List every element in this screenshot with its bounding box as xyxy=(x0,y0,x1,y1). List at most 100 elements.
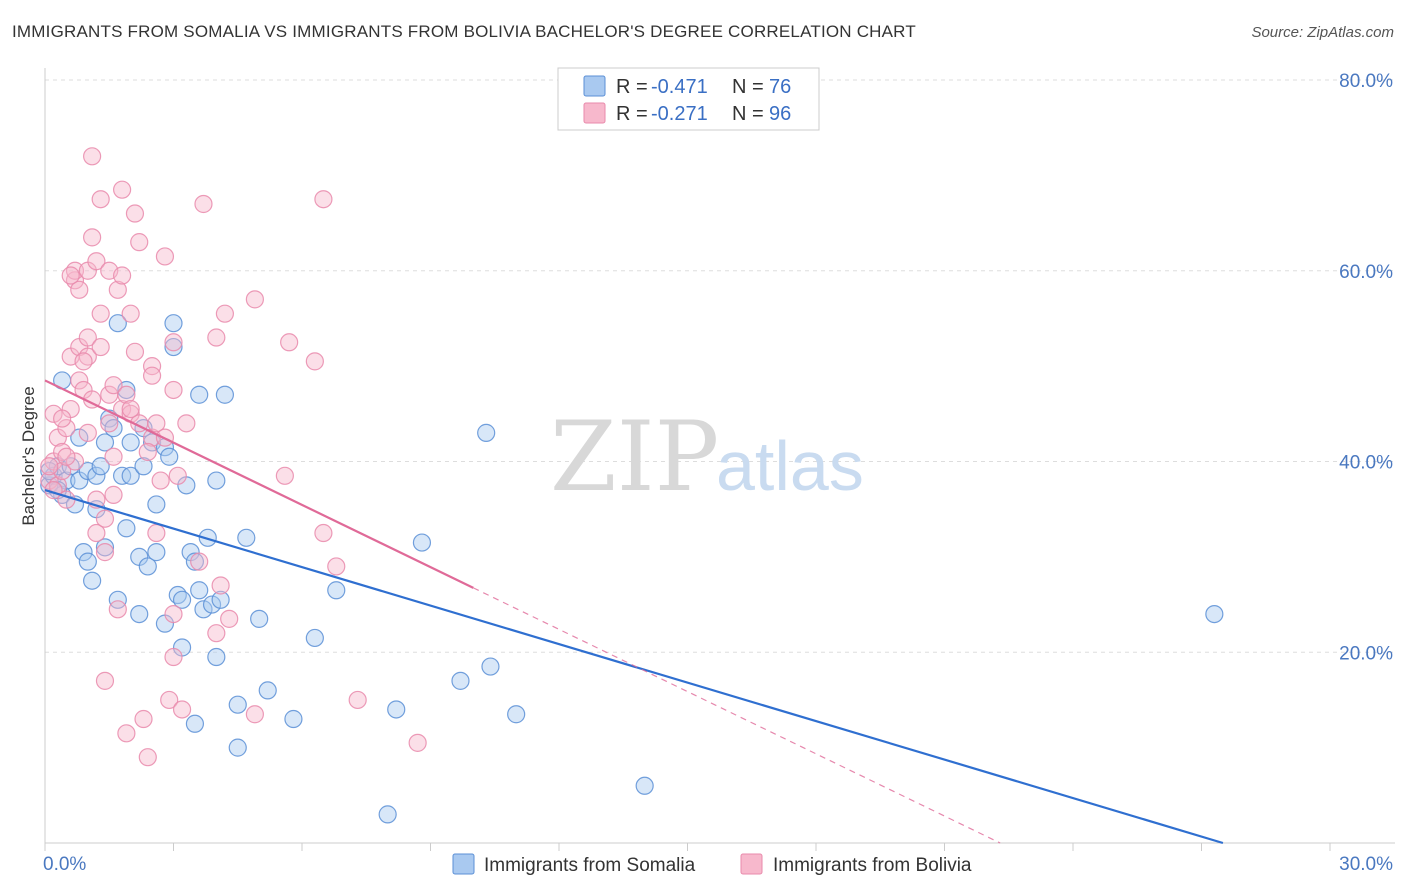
data-point-somalia xyxy=(228,695,247,714)
axis-layer: 0.0% 30.0% xyxy=(43,68,1395,875)
data-point-bolivia xyxy=(65,452,85,471)
data-point-bolivia xyxy=(83,147,102,166)
data-point-bolivia xyxy=(130,233,149,252)
data-point-somalia xyxy=(228,738,247,757)
data-point-bolivia xyxy=(87,523,106,543)
data-point-somalia xyxy=(387,700,406,719)
data-point-bolivia xyxy=(164,380,183,400)
data-point-bolivia xyxy=(121,399,140,419)
data-point-bolivia xyxy=(125,342,145,361)
data-point-bolivia xyxy=(314,190,333,209)
data-point-somalia xyxy=(412,533,432,552)
data-point-bolivia xyxy=(142,357,162,376)
data-point-bolivia xyxy=(57,447,76,466)
data-point-somalia xyxy=(185,714,205,733)
y-axis-label: Bachelor's Degree xyxy=(19,386,38,525)
data-point-somalia xyxy=(121,466,140,485)
data-point-somalia xyxy=(95,433,115,452)
bottom-legend-swatch-somalia xyxy=(452,853,475,875)
data-point-bolivia xyxy=(147,523,166,543)
bottom-legend: Immigrants from Somalia Immigrants from … xyxy=(452,853,972,876)
data-point-somalia xyxy=(91,457,110,476)
data-point-bolivia xyxy=(78,328,97,347)
data-point-somalia xyxy=(147,543,166,562)
y-tick-label: 40.0% xyxy=(1339,453,1393,474)
data-point-somalia xyxy=(138,557,157,576)
data-point-somalia xyxy=(207,471,226,490)
data-point-somalia xyxy=(1205,604,1224,624)
legend-n-label-somalia: N = xyxy=(732,76,764,98)
y-tick-label: 80.0% xyxy=(1339,71,1393,92)
data-point-bolivia xyxy=(108,280,127,299)
data-point-somalia xyxy=(172,590,192,609)
data-point-bolivia xyxy=(125,204,145,223)
data-point-somalia xyxy=(284,709,303,729)
data-point-bolivia xyxy=(112,266,132,285)
data-point-bolivia xyxy=(211,576,230,595)
x-tick-label-min: 0.0% xyxy=(43,854,86,875)
data-point-somalia xyxy=(87,466,106,485)
data-point-somalia xyxy=(185,552,205,571)
data-point-somalia xyxy=(451,671,470,690)
legend-box: R = -0.471 N = 76 R = -0.271 N = 96 xyxy=(557,67,820,131)
data-point-somalia xyxy=(147,495,166,514)
data-point-bolivia xyxy=(207,624,226,643)
bottom-legend-somalia: Immigrants from Somalia xyxy=(484,855,696,876)
trend-line-bolivia xyxy=(44,379,474,589)
data-point-somalia xyxy=(215,385,234,404)
data-point-bolivia xyxy=(408,733,427,752)
trend-layer xyxy=(44,379,1224,845)
data-point-bolivia xyxy=(280,333,299,352)
data-point-somalia xyxy=(78,552,97,571)
points-layer xyxy=(40,147,1224,824)
watermark-zip: ZIP xyxy=(550,401,719,513)
data-point-somalia xyxy=(164,314,183,333)
data-point-bolivia xyxy=(121,304,140,323)
data-point-bolivia xyxy=(245,290,264,309)
y-tick-label: 60.0% xyxy=(1339,262,1393,283)
data-point-somalia xyxy=(83,571,102,590)
trend-line-extension-bolivia xyxy=(473,587,1001,844)
data-point-bolivia xyxy=(91,304,110,323)
data-point-somalia xyxy=(121,433,140,452)
data-point-somalia xyxy=(108,314,127,333)
legend-r-label-somalia: R = xyxy=(616,76,648,98)
data-point-bolivia xyxy=(138,442,157,462)
data-point-bolivia xyxy=(168,466,187,485)
data-point-bolivia xyxy=(275,466,294,485)
grid-layer: 20.0% 40.0% 60.0% 80.0% xyxy=(45,71,1395,664)
bottom-legend-bolivia: Immigrants from Bolivia xyxy=(773,855,972,876)
data-point-bolivia xyxy=(104,376,123,395)
legend-r-bolivia: -0.271 xyxy=(651,103,708,125)
chart-title: IMMIGRANTS FROM SOMALIA VS IMMIGRANTS FR… xyxy=(12,22,916,41)
data-point-somalia xyxy=(117,519,136,538)
trend-line-somalia xyxy=(44,489,1224,845)
data-point-somalia xyxy=(95,538,115,557)
data-point-bolivia xyxy=(117,724,136,743)
source-note: Source: ZipAtlas.com xyxy=(1251,24,1394,41)
data-point-bolivia xyxy=(91,337,110,357)
data-point-somalia xyxy=(207,647,226,667)
data-point-bolivia xyxy=(220,609,239,628)
data-point-bolivia xyxy=(44,404,63,423)
data-point-somalia xyxy=(190,385,209,404)
data-point-somalia xyxy=(507,705,526,724)
data-point-bolivia xyxy=(207,328,226,347)
data-point-somalia xyxy=(134,457,153,476)
legend-n-bolivia: 96 xyxy=(769,103,791,125)
data-point-somalia xyxy=(327,581,346,600)
data-point-bolivia xyxy=(215,304,234,323)
data-point-bolivia xyxy=(314,523,333,543)
data-point-bolivia xyxy=(57,419,76,438)
legend-n-label-bolivia: N = xyxy=(732,103,764,125)
data-point-bolivia xyxy=(151,471,170,490)
legend-swatch-somalia xyxy=(583,75,606,97)
data-point-bolivia xyxy=(190,552,209,571)
data-point-bolivia xyxy=(100,414,119,433)
legend-swatch-bolivia xyxy=(583,102,606,124)
data-point-bolivia xyxy=(70,371,89,390)
data-point-bolivia xyxy=(95,671,115,690)
y-tick-label: 20.0% xyxy=(1339,643,1393,664)
data-point-bolivia xyxy=(327,557,346,576)
